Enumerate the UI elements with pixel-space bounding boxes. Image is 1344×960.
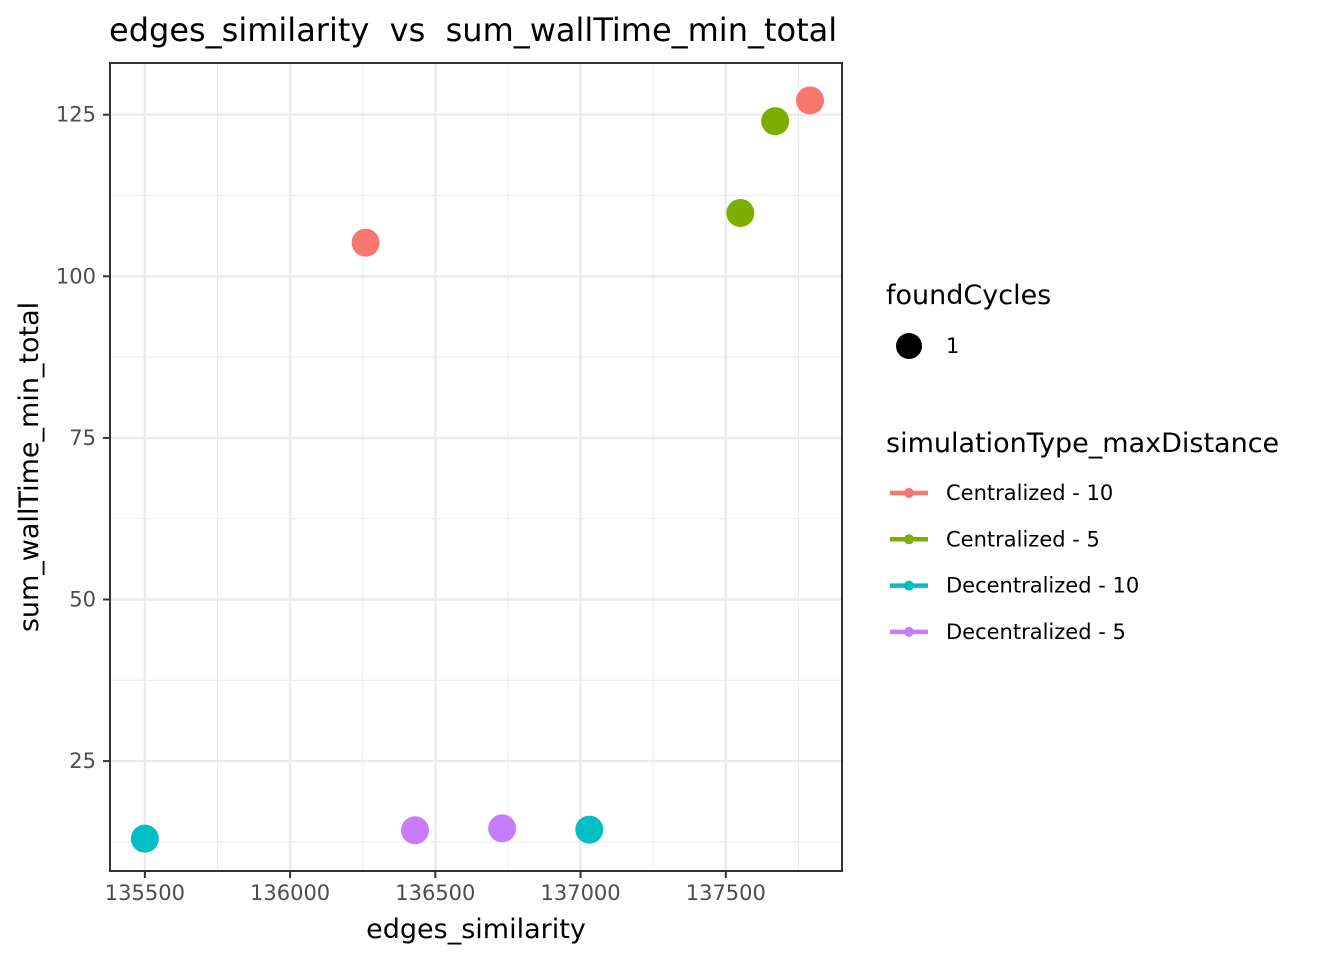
legend-key-dot xyxy=(904,534,914,545)
legend-item-label: Decentralized - 10 xyxy=(946,574,1139,598)
data-point xyxy=(351,228,380,257)
y-tick-label: 100 xyxy=(56,264,96,288)
legend-found-cycles: foundCycles 1 xyxy=(886,280,1051,359)
legend-simulation-type-title: simulationType_maxDistance xyxy=(886,428,1279,459)
x-tick-label: 136500 xyxy=(395,881,475,905)
y-tick-label: 50 xyxy=(69,588,96,612)
legend-simulation-type-items: Centralized - 10 Centralized - 5 Decentral… xyxy=(890,481,1139,644)
legend-key-dot xyxy=(904,626,914,637)
y-axis-ticks: 25 50 75 100 125 xyxy=(56,103,110,773)
y-tick-label: 75 xyxy=(69,426,96,450)
legend-simulation-type: simulationType_maxDistance Centralized -… xyxy=(886,428,1279,644)
chart-title: edges_similarity vs sum_wallTime_min_tot… xyxy=(109,11,837,49)
data-point xyxy=(761,107,790,136)
grid-minor xyxy=(110,63,842,871)
data-point xyxy=(796,86,825,115)
x-tick-label: 136000 xyxy=(250,881,330,905)
legend-key-dot xyxy=(904,580,914,591)
data-point xyxy=(488,814,517,843)
legend-found-cycles-label: 1 xyxy=(946,334,959,358)
x-axis-title: edges_similarity xyxy=(366,914,586,945)
x-tick-label: 135500 xyxy=(105,881,185,905)
x-axis-ticks: 135500 136000 136500 137000 137500 xyxy=(105,871,766,905)
data-point xyxy=(401,816,429,845)
x-tick-label: 137000 xyxy=(540,881,620,905)
legend-found-cycles-title: foundCycles xyxy=(886,280,1051,311)
x-tick-label: 137500 xyxy=(686,881,766,905)
legend-found-cycles-key xyxy=(896,333,922,359)
legend-item-label: Centralized - 5 xyxy=(946,527,1100,551)
y-tick-label: 25 xyxy=(69,749,96,773)
plot-panel xyxy=(110,63,842,871)
legend-item-label: Decentralized - 5 xyxy=(946,620,1126,644)
y-tick-label: 125 xyxy=(56,103,96,127)
data-point xyxy=(130,824,159,853)
legend-key-dot xyxy=(904,488,914,498)
legend-item-label: Centralized - 10 xyxy=(946,481,1113,505)
plot-border xyxy=(109,62,843,872)
y-axis-title: sum_wallTime_min_total xyxy=(14,302,45,632)
grid-major xyxy=(110,63,842,871)
data-point xyxy=(575,815,604,844)
data-point xyxy=(726,198,755,227)
data-points xyxy=(130,86,825,853)
